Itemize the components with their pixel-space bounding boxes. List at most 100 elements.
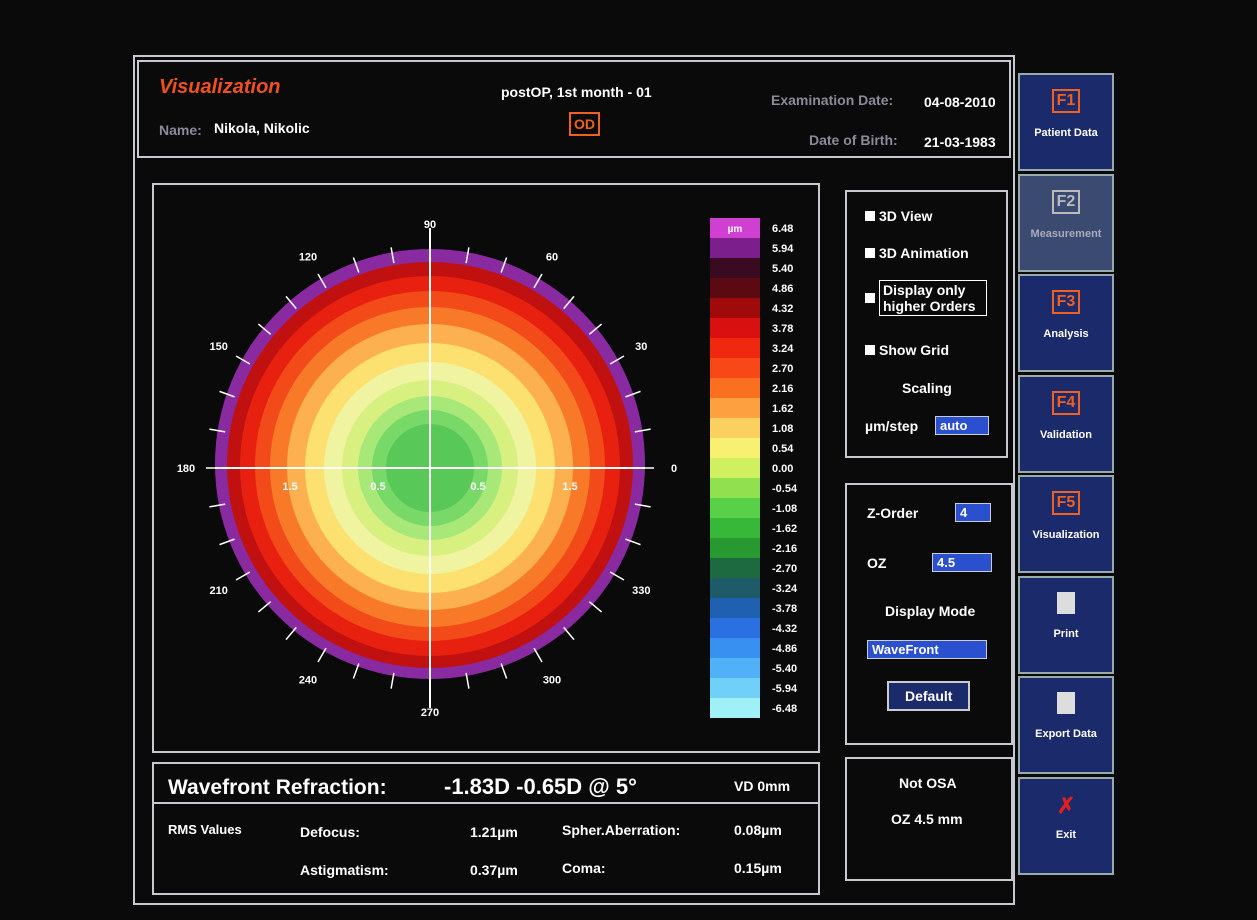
angle-label: 180	[177, 463, 195, 475]
tick	[500, 663, 508, 679]
sidebar-button[interactable]: F2 Measurement	[1018, 173, 1114, 272]
angle-label: 300	[543, 674, 561, 686]
scale-label: -6.48	[772, 703, 797, 715]
angle-label: 120	[299, 252, 317, 264]
scale-swatch	[710, 538, 760, 558]
sidebar-button[interactable]: Print	[1018, 575, 1114, 674]
tick	[563, 295, 575, 310]
refraction: -1.83D -0.65D @ 5°	[444, 774, 637, 799]
scale-label: -4.32	[772, 623, 797, 635]
icon	[1057, 591, 1075, 614]
results-panel: Wavefront Refraction: -1.83D -0.65D @ 5°…	[152, 762, 820, 895]
scale-label: -2.70	[772, 563, 797, 575]
dob-label: Date of Birth:	[809, 132, 898, 148]
tick	[257, 601, 272, 613]
button-label: Measurement	[1030, 227, 1102, 240]
tick	[634, 428, 651, 433]
tick	[625, 538, 641, 546]
sidebar-button[interactable]: ✗ Exit	[1018, 776, 1114, 875]
spher: 0.08µm	[734, 822, 782, 838]
astig: 0.37µm	[470, 862, 518, 878]
tick	[390, 247, 395, 264]
button-label: Analysis	[1043, 328, 1089, 340]
key: F5	[1051, 491, 1081, 515]
sidebar-button[interactable]: Export Data	[1018, 676, 1114, 774]
tick	[257, 323, 272, 335]
mode-label: Display Mode	[885, 603, 976, 619]
default-button[interactable]: Default	[887, 681, 971, 711]
tick	[317, 647, 327, 663]
tick	[609, 571, 625, 581]
main-frame	[133, 55, 1015, 905]
scale-label: -1.08	[772, 503, 797, 515]
scaling: Scaling	[902, 380, 952, 396]
tick	[209, 428, 226, 433]
scale-unit: µm	[728, 224, 743, 235]
tick	[465, 672, 470, 689]
scale-label: -3.78	[772, 603, 797, 615]
angle-label: 270	[421, 707, 439, 719]
options-panel: 3D View 3D Animation Display only higher…	[845, 190, 1008, 458]
key: F2	[1051, 189, 1081, 214]
radial-label: 1.5	[282, 481, 297, 493]
tick	[533, 647, 543, 663]
scale-label: 6.48	[772, 223, 793, 235]
scale-swatch	[710, 618, 760, 638]
scale-swatch	[710, 478, 760, 498]
scale-label: 5.40	[772, 263, 793, 275]
checkbox[interactable]: 3D View	[865, 208, 932, 224]
button-label: Visualization	[1032, 529, 1100, 541]
tick	[235, 571, 251, 581]
oz-info: OZ 4.5 mm	[891, 811, 963, 827]
tick	[465, 247, 470, 264]
defocus: 1.21µm	[470, 824, 518, 840]
scale-swatch	[710, 278, 760, 298]
sidebar-button[interactable]: F3 Analysis	[1018, 274, 1114, 372]
mode-select[interactable]: WaveFront	[867, 640, 987, 659]
scale-swatch	[710, 298, 760, 318]
label: Show Grid	[879, 342, 949, 358]
scale-label: -3.24	[772, 583, 798, 595]
name-label: Name:	[159, 122, 202, 138]
zorder-select[interactable]: 4	[955, 503, 991, 522]
tick	[285, 295, 297, 310]
sidebar-button[interactable]: F4 Validation	[1018, 374, 1114, 473]
scale-swatch	[710, 258, 760, 278]
scale-swatch	[710, 678, 760, 698]
scale-label: 5.94	[772, 243, 794, 255]
radial-label: 0.5	[470, 481, 485, 493]
scale-swatch	[710, 638, 760, 658]
scale-swatch	[710, 598, 760, 618]
scale-label: 2.70	[772, 363, 793, 375]
icon: ✗	[1057, 792, 1076, 818]
sidebar-button[interactable]: F5 Visualization	[1018, 475, 1114, 573]
angle-label: 0	[671, 463, 677, 475]
spher-label: Spher.Aberration:	[562, 822, 681, 838]
map-panel	[152, 183, 820, 753]
scale-label: -4.86	[772, 643, 797, 655]
vd: VD 0mm	[734, 778, 791, 794]
button-label: Export Data	[1035, 728, 1097, 740]
checkbox[interactable]: Show Grid	[865, 342, 949, 358]
checkbox[interactable]: Display only higher Orders	[865, 280, 987, 316]
oz-select[interactable]: 4.5	[932, 553, 992, 572]
angle-label: 240	[299, 674, 317, 686]
tick	[352, 663, 360, 679]
scale-swatch	[710, 698, 760, 718]
key: F1	[1051, 89, 1081, 113]
refraction-title: Wavefront Refraction:	[168, 776, 387, 799]
sidebar-button[interactable]: F1 Patient Data	[1018, 73, 1114, 171]
label: 3D View	[879, 208, 933, 224]
zorder-label: Z-Order	[867, 505, 919, 521]
checkbox[interactable]: 3D Animation	[865, 245, 969, 261]
dob: 21-03-1983	[924, 134, 996, 150]
title: Visualization	[159, 76, 281, 98]
coma-label: Coma:	[562, 860, 606, 876]
tick	[634, 503, 651, 508]
step-label: µm/step	[865, 418, 919, 434]
step-select[interactable]: auto	[935, 416, 989, 435]
scale-swatch	[710, 418, 760, 438]
angle-label: 90	[424, 219, 436, 231]
button-label: Validation	[1040, 428, 1092, 441]
